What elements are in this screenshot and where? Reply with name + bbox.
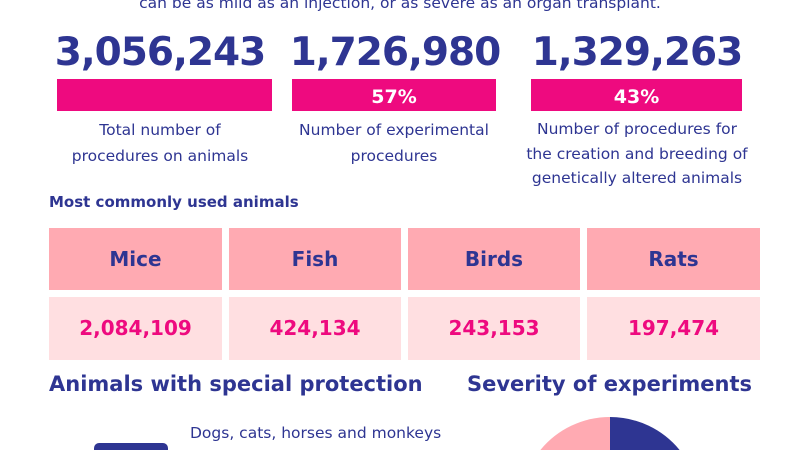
animals-title: Most commonly used animals [49, 193, 299, 211]
label-line: genetically altered animals [531, 169, 743, 187]
stat-total-bar [57, 79, 272, 111]
severity-title: Severity of experiments [467, 372, 752, 396]
animal-header-mice: Mice [49, 228, 222, 290]
label-line: Number of experimental [299, 121, 489, 139]
stat-ga-label: Number of procedures for the creation an… [507, 117, 767, 191]
label-line: Total number of [99, 121, 221, 139]
pie-slice-pink [540, 417, 610, 450]
animal-count-birds: 243,153 [408, 297, 580, 360]
pie-slice-navy [610, 417, 680, 450]
animal-header-rats: Rats [587, 228, 760, 290]
protection-title: Animals with special protection [49, 372, 423, 396]
stat-experimental-bar: 57% [292, 79, 496, 111]
animal-header-birds: Birds [408, 228, 580, 290]
label-line: procedures on animals [71, 147, 249, 165]
stat-experimental-value: 1,726,980 [289, 30, 502, 75]
animal-count-rats: 197,474 [587, 297, 760, 360]
intro-text: can be as mild as an injection, or as se… [139, 0, 661, 12]
animal-count-mice: 2,084,109 [49, 297, 222, 360]
label-line: Number of procedures for [536, 120, 738, 138]
severity-pie-chart [540, 417, 680, 450]
label-line: procedures [350, 147, 438, 165]
stat-ga-value: 1,329,263 [531, 30, 744, 75]
animal-count-fish: 424,134 [229, 297, 401, 360]
stat-total-value: 3,056,243 [54, 30, 267, 75]
stat-experimental-label: Number of experimental procedures [274, 117, 514, 169]
label-line: the creation and breeding of [526, 144, 748, 163]
stat-total-label: Total number of procedures on animals [40, 117, 280, 169]
stat-ga-bar: 43% [531, 79, 742, 111]
animal-header-fish: Fish [229, 228, 401, 290]
protection-text: Dogs, cats, horses and monkeys [190, 424, 442, 442]
protection-icon-box [94, 443, 168, 450]
